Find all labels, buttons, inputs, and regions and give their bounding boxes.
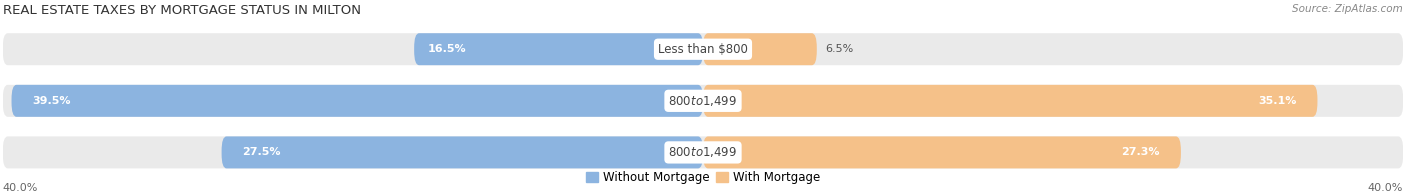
FancyBboxPatch shape — [11, 85, 703, 117]
FancyBboxPatch shape — [703, 33, 817, 65]
Text: 39.5%: 39.5% — [32, 96, 72, 106]
Text: 35.1%: 35.1% — [1258, 96, 1296, 106]
Text: 6.5%: 6.5% — [825, 44, 853, 54]
Text: 16.5%: 16.5% — [429, 44, 467, 54]
Text: 40.0%: 40.0% — [1368, 182, 1403, 192]
FancyBboxPatch shape — [703, 136, 1181, 168]
FancyBboxPatch shape — [3, 85, 1403, 117]
FancyBboxPatch shape — [3, 33, 1403, 65]
Text: 40.0%: 40.0% — [3, 182, 38, 192]
Text: Less than $800: Less than $800 — [658, 43, 748, 56]
FancyBboxPatch shape — [415, 33, 703, 65]
FancyBboxPatch shape — [3, 136, 1403, 168]
FancyBboxPatch shape — [703, 85, 1317, 117]
Text: $800 to $1,499: $800 to $1,499 — [668, 94, 738, 108]
Text: $800 to $1,499: $800 to $1,499 — [668, 145, 738, 159]
Text: Source: ZipAtlas.com: Source: ZipAtlas.com — [1292, 4, 1403, 14]
Text: REAL ESTATE TAXES BY MORTGAGE STATUS IN MILTON: REAL ESTATE TAXES BY MORTGAGE STATUS IN … — [3, 4, 361, 17]
Text: 27.5%: 27.5% — [243, 147, 281, 157]
Text: 27.3%: 27.3% — [1122, 147, 1160, 157]
FancyBboxPatch shape — [222, 136, 703, 168]
Legend: Without Mortgage, With Mortgage: Without Mortgage, With Mortgage — [581, 167, 825, 189]
